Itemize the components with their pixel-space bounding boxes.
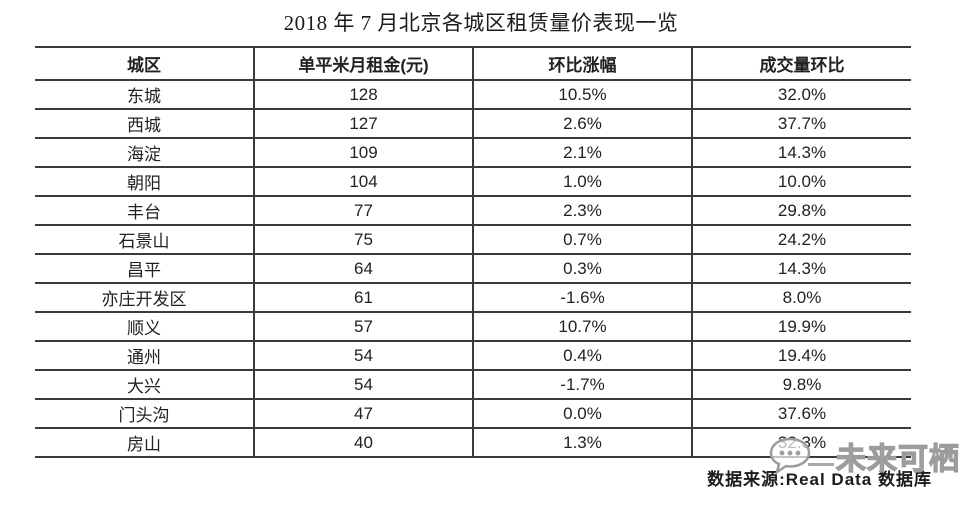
table-row: 东城 128 10.5% 32.0%	[35, 80, 911, 109]
table-row: 通州 54 0.4% 19.4%	[35, 341, 911, 370]
table-row: 西城 127 2.6% 37.7%	[35, 109, 911, 138]
table-cell: 9.8%	[691, 370, 911, 399]
table-cell: 128	[253, 80, 473, 109]
data-source-label: 数据来源:Real Data 数据库	[707, 470, 932, 489]
table-row: 石景山 75 0.7% 24.2%	[35, 225, 911, 254]
rental-table: 城区 单平米月租金(元) 环比涨幅 成交量环比 东城 128 10.5% 32.0% 西城 12…	[35, 46, 911, 458]
table-cell: 19.9%	[691, 312, 911, 341]
table-cell: 0.7%	[472, 225, 692, 254]
table-cell: 大兴	[127, 377, 161, 396]
table-row: 门头沟 47 0.0% 37.6%	[35, 399, 911, 428]
table-row: 亦庄开发区 61 -1.6% 8.0%	[35, 283, 911, 312]
table-cell: 房山	[127, 435, 161, 454]
column-header: 成交量环比	[691, 47, 911, 80]
table-body: 东城 128 10.5% 32.0% 西城 127 2.6% 37.7% 海淀 109 2.1% 14…	[35, 80, 911, 457]
table-cell: 47	[253, 399, 473, 428]
table-cell: 54	[253, 370, 473, 399]
table-row: 丰台 77 2.3% 29.8%	[35, 196, 911, 225]
table-cell: 0.4%	[472, 341, 692, 370]
table-row: 大兴 54 -1.7% 9.8%	[35, 370, 911, 399]
table-cell: 127	[253, 109, 473, 138]
table-cell: 1.3%	[472, 428, 692, 457]
table-cell: 29.8%	[691, 196, 911, 225]
table-cell: 14.3%	[691, 254, 911, 283]
table-cell: 石景山	[118, 232, 170, 251]
table-cell: 57	[253, 312, 473, 341]
table-row: 顺义 57 10.7% 19.9%	[35, 312, 911, 341]
table-cell: 10.0%	[691, 167, 911, 196]
table-cell: 37.7%	[691, 109, 911, 138]
table-cell: 门头沟	[118, 406, 170, 425]
table-cell: 昌平	[127, 261, 161, 280]
table-cell: 19.4%	[691, 341, 911, 370]
table-cell: 109	[253, 138, 473, 167]
table-cell: 32.0%	[691, 80, 911, 109]
table-cell: 丰台	[127, 203, 161, 222]
column-header: 城区	[127, 56, 161, 75]
table-cell: 通州	[127, 348, 161, 367]
table-cell: -1.6%	[472, 283, 692, 312]
column-header: 环比涨幅	[472, 47, 692, 80]
table-row: 房山 40 1.3% 32.3%	[35, 428, 911, 457]
table-cell: 77	[253, 196, 473, 225]
table-cell: 54	[253, 341, 473, 370]
table-row: 朝阳 104 1.0% 10.0%	[35, 167, 911, 196]
table-cell: 0.0%	[472, 399, 692, 428]
table-cell: 西城	[127, 116, 161, 135]
table-cell: 40	[253, 428, 473, 457]
table-cell: 1.0%	[472, 167, 692, 196]
table-cell: 8.0%	[691, 283, 911, 312]
table-cell: 61	[253, 283, 473, 312]
table-row: 海淀 109 2.1% 14.3%	[35, 138, 911, 167]
table-cell: 2.1%	[472, 138, 692, 167]
table-cell: -1.7%	[472, 370, 692, 399]
column-header: 单平米月租金(元)	[253, 47, 473, 80]
table-cell: 顺义	[127, 319, 161, 338]
table-cell: 75	[253, 225, 473, 254]
table-row: 昌平 64 0.3% 14.3%	[35, 254, 911, 283]
table-cell: 104	[253, 167, 473, 196]
table-cell: 2.3%	[472, 196, 692, 225]
table-cell: 东城	[127, 87, 161, 106]
table-cell: 10.7%	[472, 312, 692, 341]
table-cell: 14.3%	[691, 138, 911, 167]
table-header-row: 城区 单平米月租金(元) 环比涨幅 成交量环比	[35, 47, 911, 80]
table-cell: 24.2%	[691, 225, 911, 254]
table-cell: 32.3%	[691, 428, 911, 457]
table-cell: 亦庄开发区	[101, 290, 187, 309]
table-cell: 朝阳	[127, 174, 161, 193]
table-cell: 64	[253, 254, 473, 283]
table-cell: 0.3%	[472, 254, 692, 283]
table-cell: 37.6%	[691, 399, 911, 428]
table-cell: 海淀	[127, 145, 161, 164]
table-cell: 2.6%	[472, 109, 692, 138]
table-cell: 10.5%	[472, 80, 692, 109]
figure-title: 2018 年 7 月北京各城区租赁量价表现一览	[283, 11, 679, 35]
